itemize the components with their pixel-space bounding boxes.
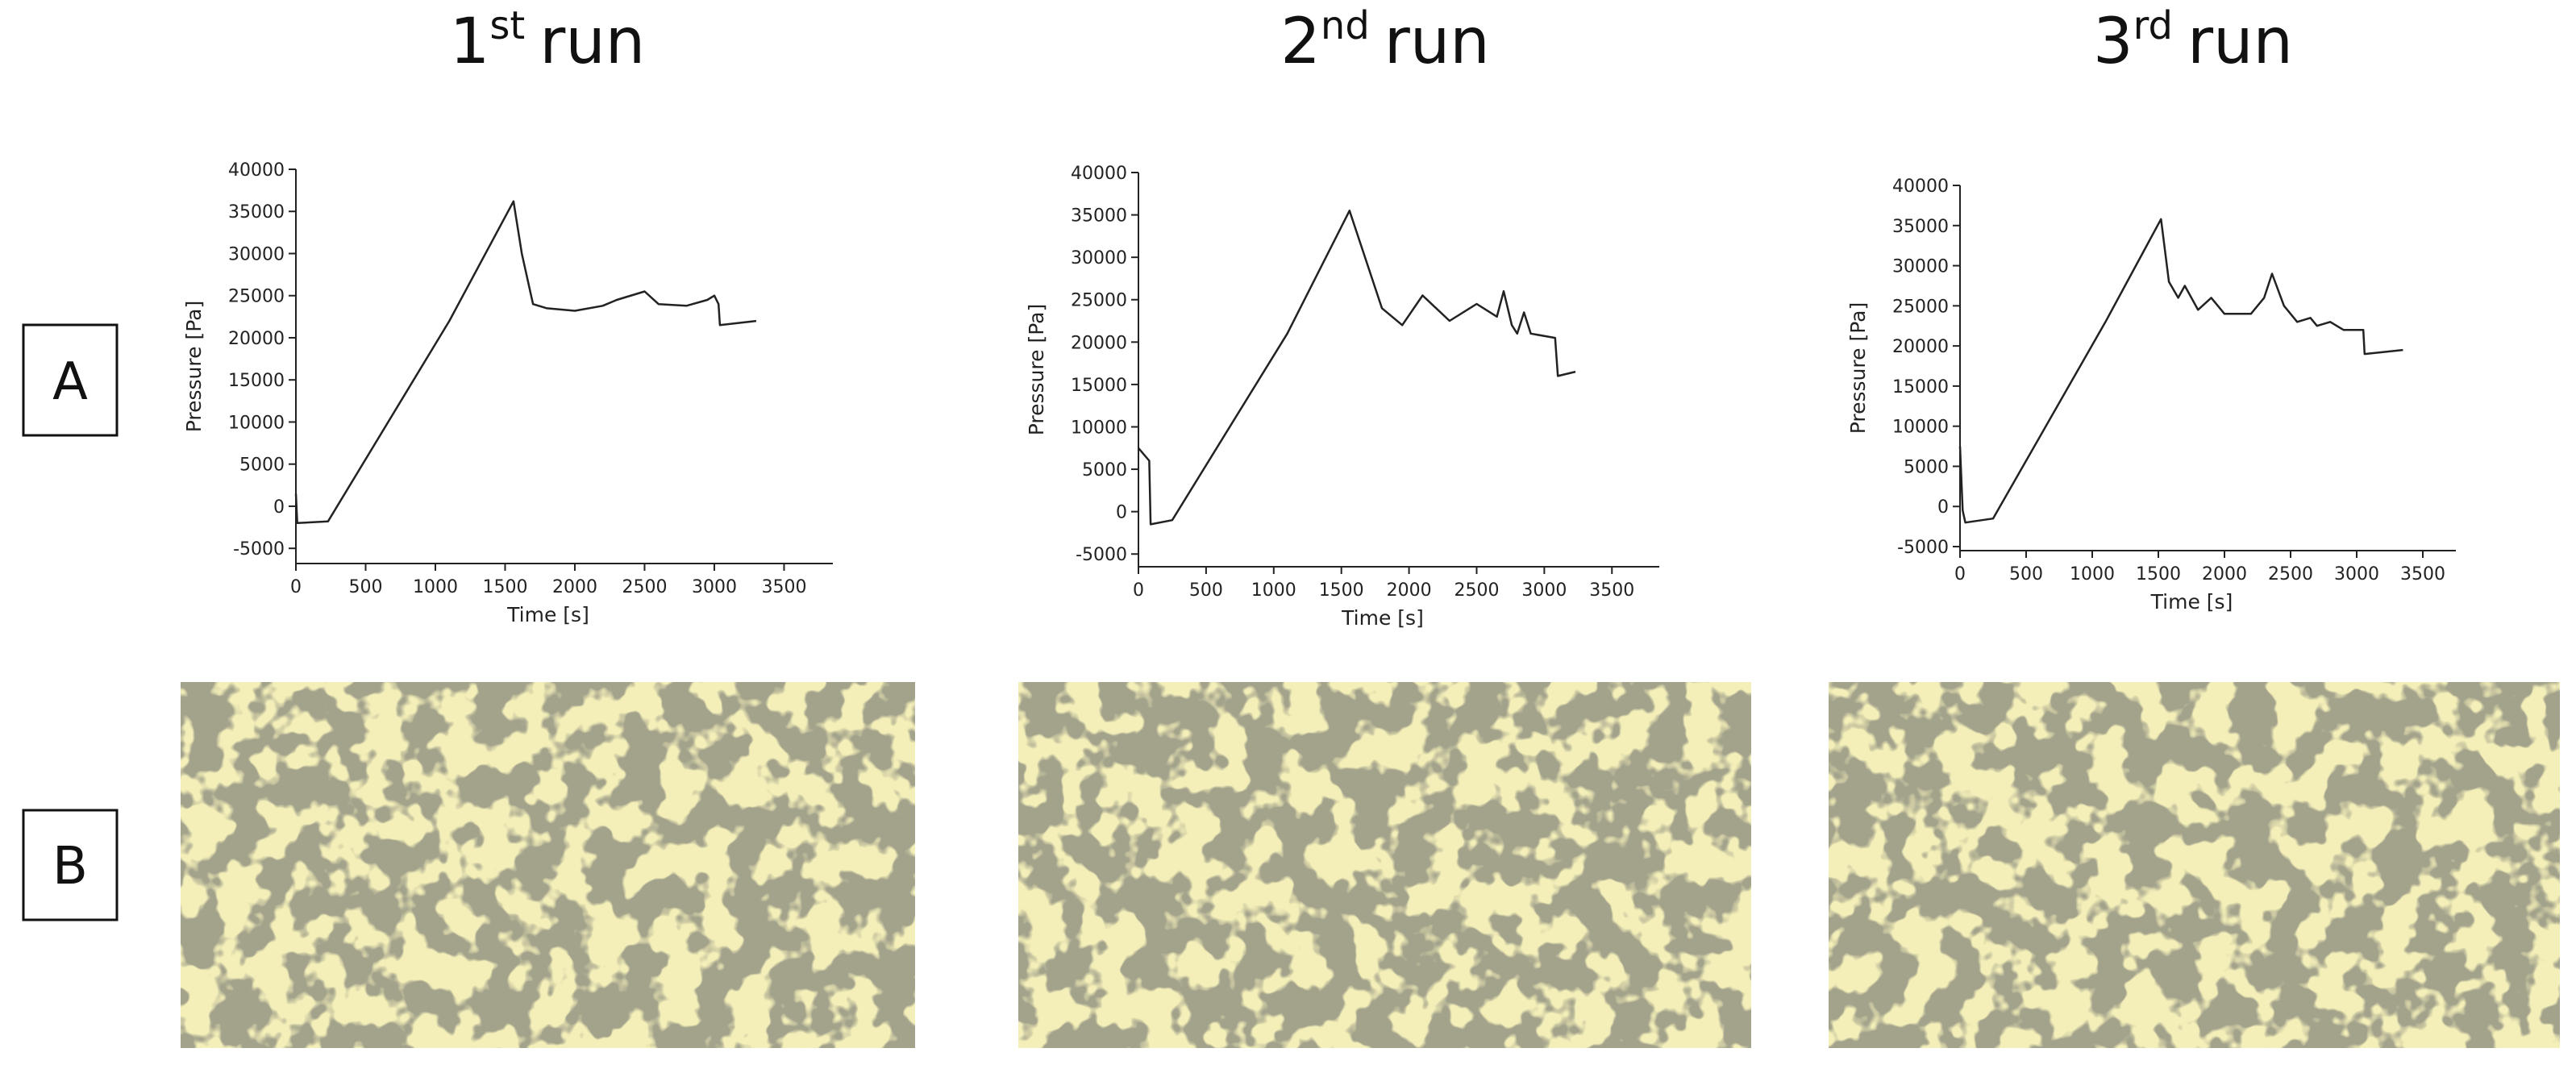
- x-tick-label: 1000: [413, 577, 458, 597]
- chart-title: 1st run: [450, 3, 645, 78]
- x-tick-label: 3000: [1521, 580, 1567, 601]
- y-axis-label: Pressure [Pa]: [1846, 302, 1870, 434]
- x-tick-label: 1000: [2070, 564, 2115, 584]
- y-tick-label: 0: [273, 497, 285, 518]
- data-line: [1138, 210, 1576, 526]
- y-tick-label: 0: [1937, 497, 1949, 518]
- x-tick-label: 500: [2009, 564, 2043, 584]
- x-tick-label: 1000: [1251, 580, 1296, 601]
- y-tick-label: -5000: [1897, 538, 1949, 558]
- y-tick-label: 40000: [1071, 164, 1127, 184]
- title-word: run: [539, 6, 645, 78]
- y-tick-label: 30000: [1892, 257, 1949, 277]
- x-tick-label: 2000: [1387, 580, 1432, 601]
- x-tick-label: 500: [348, 577, 382, 597]
- x-tick-label: 0: [1954, 564, 1966, 584]
- title-suffix: nd: [1321, 3, 1370, 48]
- y-axis-label: Pressure [Pa]: [1025, 304, 1048, 435]
- x-tick-label: 3500: [761, 577, 806, 597]
- y-tick-label: 10000: [228, 413, 285, 433]
- y-tick-label: 15000: [1071, 376, 1127, 396]
- data-line: [294, 200, 757, 525]
- x-tick-label: 3000: [2334, 564, 2379, 584]
- title-suffix: rd: [2133, 3, 2173, 48]
- y-tick-label: 35000: [228, 202, 285, 223]
- x-axis-label: Time [s]: [506, 603, 589, 626]
- title-word: run: [1384, 6, 1490, 78]
- y-tick-label: 35000: [1071, 206, 1127, 227]
- title-suffix: st: [489, 3, 525, 48]
- micrograph: [1018, 682, 1751, 1048]
- y-tick-label: 25000: [1071, 291, 1127, 311]
- x-tick-label: 500: [1189, 580, 1223, 601]
- x-axis-label: Time [s]: [1341, 606, 1424, 630]
- y-tick-label: 40000: [228, 160, 285, 181]
- x-axis-label: Time [s]: [2150, 590, 2233, 614]
- x-tick-label: 1500: [482, 577, 527, 597]
- y-tick-label: 5000: [1904, 457, 1949, 477]
- y-tick-label: 5000: [239, 455, 285, 476]
- title-number: 3: [2093, 6, 2133, 78]
- x-tick-label: 2500: [622, 577, 667, 597]
- row-box: [22, 809, 119, 921]
- x-tick-label: 1500: [1319, 580, 1364, 601]
- y-tick-label: 20000: [1892, 337, 1949, 357]
- y-tick-label: 5000: [1082, 460, 1127, 480]
- x-tick-label: 2500: [2268, 564, 2313, 584]
- y-tick-label: 35000: [1892, 217, 1949, 237]
- title-word: run: [2187, 6, 2293, 78]
- y-tick-label: 40000: [1892, 177, 1949, 197]
- y-tick-label: 15000: [228, 371, 285, 391]
- row-label: A: [52, 352, 88, 412]
- y-tick-label: 10000: [1071, 418, 1127, 438]
- title-number: 2: [1280, 6, 1321, 78]
- x-tick-label: 3000: [692, 577, 737, 597]
- x-tick-label: 0: [290, 577, 302, 597]
- y-tick-label: -5000: [233, 539, 285, 559]
- micrograph: [181, 682, 915, 1048]
- x-tick-label: 1500: [2136, 564, 2181, 584]
- x-tick-label: 3500: [1589, 580, 1634, 601]
- x-tick-label: 2000: [552, 577, 597, 597]
- row-label: B: [52, 837, 88, 896]
- x-tick-label: 0: [1133, 580, 1144, 601]
- chart-title: 2nd run: [1280, 3, 1489, 78]
- micrograph: [1829, 682, 2560, 1048]
- y-tick-label: 20000: [1071, 333, 1127, 353]
- x-tick-label: 3500: [2400, 564, 2445, 584]
- y-tick-label: 0: [1116, 503, 1127, 523]
- y-tick-label: 15000: [1892, 377, 1949, 397]
- title-number: 1: [450, 6, 490, 78]
- y-tick-label: 25000: [228, 287, 285, 307]
- x-tick-label: 2500: [1454, 580, 1499, 601]
- y-tick-label: 20000: [228, 329, 285, 349]
- y-axis-label: Pressure [Pa]: [182, 301, 206, 432]
- y-tick-label: 30000: [1071, 248, 1127, 268]
- y-tick-label: 10000: [1892, 418, 1949, 438]
- x-tick-label: 2000: [2202, 564, 2247, 584]
- y-tick-label: 30000: [228, 244, 285, 264]
- chart-title: 3rd run: [2093, 3, 2293, 78]
- row-box: [22, 323, 119, 437]
- y-tick-label: -5000: [1076, 545, 1127, 565]
- y-tick-label: 25000: [1892, 297, 1949, 317]
- data-line: [1958, 218, 2403, 524]
